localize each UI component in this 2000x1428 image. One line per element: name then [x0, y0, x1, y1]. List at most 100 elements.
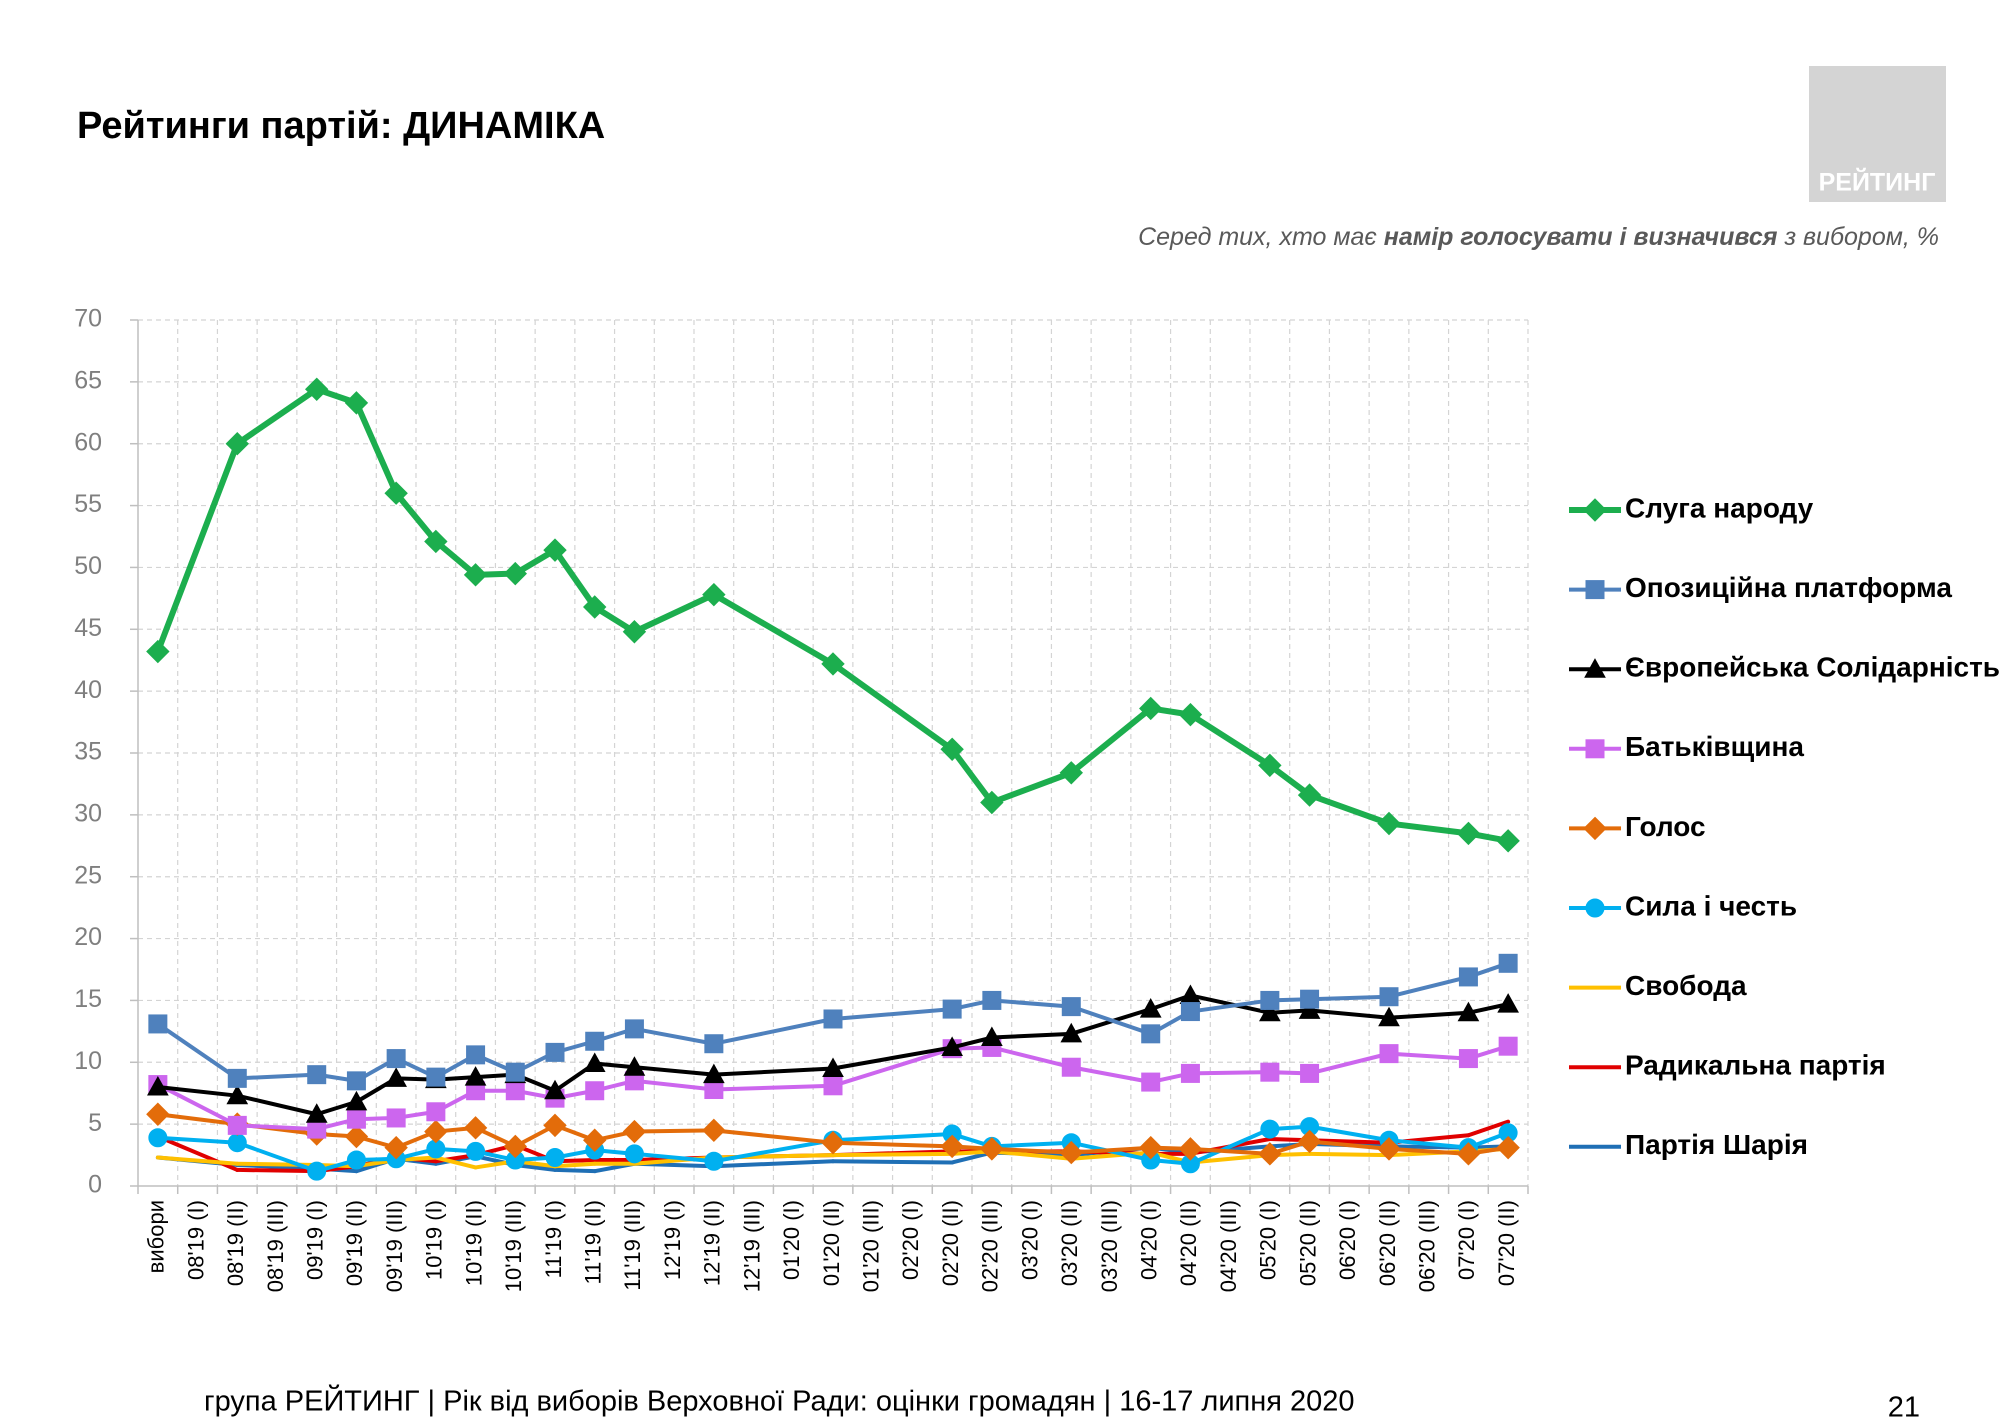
data-marker: [1497, 993, 1519, 1013]
line-segment: [711, 1138, 835, 1164]
line-segment: [1068, 705, 1154, 776]
line-segment: [831, 1007, 955, 1021]
data-marker: [1139, 998, 1162, 1018]
data-marker: [1260, 1119, 1280, 1139]
data-marker: [305, 1103, 328, 1123]
line-segment: [553, 1161, 597, 1169]
logo-box: [1809, 66, 1946, 202]
y-tick-label: 35: [74, 738, 102, 766]
subtitle-part: Серед тих, хто має: [1138, 223, 1384, 251]
data-marker: [385, 1067, 407, 1087]
data-marker: [823, 1009, 843, 1029]
legend-label: Батьківщина: [1625, 731, 1804, 762]
line-segment: [1188, 1127, 1272, 1166]
data-marker: [1061, 997, 1081, 1017]
data-marker: [623, 1056, 646, 1076]
data-marker: [307, 1065, 327, 1085]
data-marker: [624, 1144, 644, 1164]
data-marker: [1179, 984, 1202, 1004]
data-marker: [346, 1150, 366, 1170]
data-marker: [463, 563, 488, 587]
x-tick-label: 06'20 (II): [1375, 1200, 1400, 1286]
x-tick-label: 09'19 (I): [303, 1200, 328, 1280]
data-marker: [543, 1113, 567, 1138]
data-marker: [1457, 1001, 1480, 1022]
line-segment: [234, 386, 320, 447]
data-marker: [345, 1090, 368, 1111]
data-marker: [980, 790, 1004, 815]
legend-label: Радикальна партія: [1625, 1050, 1886, 1081]
line-segment: [1307, 1139, 1391, 1151]
line-segment: [1188, 1146, 1272, 1156]
x-tick-label: 04'20 (III): [1216, 1200, 1241, 1292]
data-marker: [545, 1042, 565, 1062]
data-marker: [1141, 1024, 1161, 1044]
data-marker: [464, 1066, 487, 1086]
data-marker: [384, 481, 408, 505]
line-segment: [1267, 1008, 1312, 1015]
line-segment: [432, 538, 479, 578]
line-segment: [235, 1072, 319, 1081]
line-segment: [1187, 711, 1273, 769]
data-marker: [821, 652, 845, 676]
data-marker: [940, 737, 964, 761]
series: [146, 377, 1520, 853]
data-marker: [941, 1036, 963, 1056]
line-segment: [1069, 1145, 1153, 1155]
x-tick-label: 02'20 (I): [898, 1200, 923, 1280]
data-marker: [148, 1128, 168, 1148]
data-marker: [1456, 1142, 1481, 1166]
data-marker: [1061, 1057, 1081, 1077]
data-marker: [1298, 999, 1321, 1019]
data-marker: [1458, 967, 1478, 987]
data-marker: [386, 1108, 406, 1128]
line-segment: [632, 1065, 716, 1077]
x-tick-label: 08'19 (I): [183, 1200, 208, 1280]
line-segment: [831, 1045, 955, 1071]
x-tick-label: 02'20 (III): [978, 1200, 1003, 1292]
legend-marker: [1583, 498, 1607, 522]
line-segment: [235, 1140, 319, 1174]
data-marker: [424, 1119, 448, 1144]
legend-label: Опозиційна платформа: [1625, 572, 1952, 603]
line-segment: [393, 490, 439, 545]
series: [147, 984, 1519, 1123]
subtitle: Серед тих, хто має намір голосувати і ви…: [1138, 223, 1939, 251]
legend-label: Сила і честь: [1625, 890, 1797, 921]
line-segment: [553, 1167, 597, 1174]
x-tick-label: 08'19 (II): [223, 1200, 248, 1286]
data-marker: [1300, 1063, 1320, 1083]
data-marker: [940, 1134, 964, 1159]
data-marker: [1139, 696, 1163, 721]
line-segment: [1307, 1008, 1391, 1020]
line-segment: [155, 1112, 240, 1127]
data-marker: [344, 391, 369, 415]
line-segment: [710, 591, 836, 667]
data-marker: [704, 1034, 724, 1054]
data-marker: [1458, 1049, 1478, 1069]
data-marker: [307, 1161, 327, 1181]
y-tick-label: 50: [74, 552, 102, 580]
legend-label: Партія Шарія: [1625, 1129, 1808, 1160]
data-marker: [1258, 753, 1282, 778]
data-marker: [505, 1062, 525, 1082]
data-marker: [702, 582, 726, 607]
line-segment: [592, 1061, 637, 1070]
x-tick-label: 06'20 (I): [1335, 1200, 1360, 1280]
data-marker: [583, 595, 607, 619]
x-tick-label: 10'19 (II): [461, 1200, 486, 1286]
line-segment: [631, 591, 717, 635]
data-marker: [704, 1151, 724, 1171]
data-marker: [346, 1109, 366, 1129]
data-marker: [704, 1080, 724, 1100]
line-segment: [1386, 820, 1472, 837]
x-tick-label: 10'19 (I): [422, 1200, 447, 1280]
line-segment: [155, 1155, 240, 1166]
x-tick-label: 02'20 (II): [938, 1200, 963, 1286]
x-tick-label: 07'20 (I): [1454, 1200, 1479, 1280]
data-marker: [1377, 1137, 1401, 1161]
data-marker: [424, 529, 448, 554]
line-segment: [1466, 1119, 1511, 1138]
line-segment: [831, 1159, 955, 1165]
